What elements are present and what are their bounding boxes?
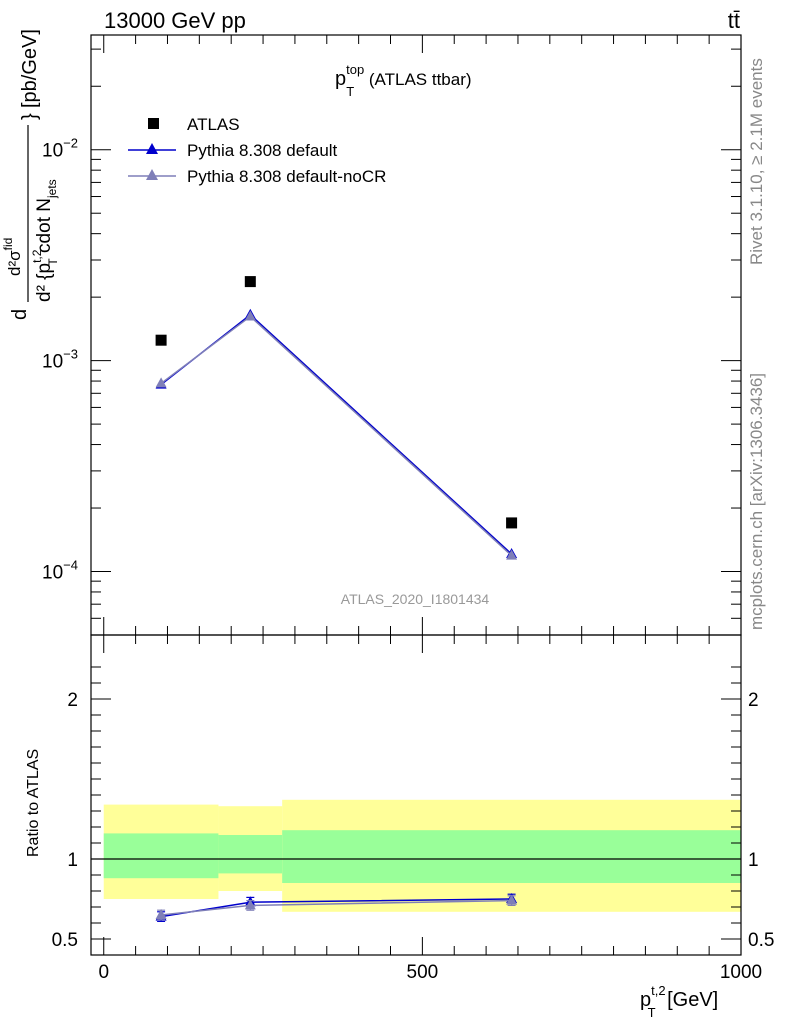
plot-title-sup: top [346, 62, 364, 77]
ratio-xtick-label: 500 [407, 962, 439, 983]
main-ytick-label: 10−3 [42, 347, 78, 373]
plot-title-main: p [335, 68, 346, 90]
ratio-series [155, 893, 518, 923]
plot-title-sub: T [346, 84, 354, 99]
legend-atlas-label: ATLAS [187, 115, 240, 134]
series-point-2 [155, 377, 167, 388]
plot-title: ptop T (ATLAS ttbar) [335, 62, 472, 99]
ratio-ytick-label-right: 0.5 [748, 930, 774, 951]
main-series [155, 276, 518, 560]
legend-nocr-marker [146, 169, 158, 180]
main-ylabel: d d²σfid d² {pt,2 T cdot Njets } [pb/GeV] [1, 29, 60, 320]
atlas-data-point [155, 334, 167, 346]
ylabel-numerator: d²σfid [1, 238, 24, 276]
ratio-panel: 0.5 0.5 1 1 2 2 0 500 1000 Ratio to ATLAS pt,2 T … [25, 634, 774, 1020]
uncertainty-band-inner [103, 833, 219, 879]
uncertainty-band-inner [218, 835, 283, 874]
uncertainty-band-inner [282, 830, 741, 883]
ratio-point-1 [155, 909, 167, 919]
ratio-ticks: 0.5 0.5 1 1 2 2 0 500 1000 [52, 635, 774, 983]
ylabel-close: } [19, 113, 41, 120]
ylabel-units: [pb/GeV] [19, 29, 41, 108]
ratio-point-1 [506, 894, 518, 905]
legend-atlas-marker [148, 118, 159, 129]
ratio-point-1 [244, 899, 256, 910]
main-ticks: 10−2 10−3 10−4 [42, 35, 742, 636]
ratio-ytick-label-left: 2 [67, 690, 78, 711]
ratio-ytick-label-left: 1 [67, 850, 78, 871]
ylabel-denominator: d² {pt,2 T cdot Njets [30, 179, 60, 302]
ratio-ytick-label-right: 2 [748, 690, 759, 711]
ratio-xlabel: pt,2 T [GeV] [640, 983, 718, 1020]
ratio-frame [90, 634, 742, 956]
ratio-xtick-label: 0 [98, 962, 109, 983]
legend-default-label: Pythia 8.308 default [187, 141, 338, 160]
ratio-ytick-label-right: 1 [748, 850, 759, 871]
legend-nocr-label: Pythia 8.308 default-noCR [187, 167, 386, 186]
ylabel-d: d [9, 309, 31, 320]
legend-default-marker [146, 143, 158, 154]
analysis-id: ATLAS_2020_I1801434 [341, 591, 490, 607]
series-line-2 [160, 315, 513, 557]
atlas-data-point [506, 517, 518, 529]
legend: ATLAS Pythia 8.308 default Pythia 8.308 … [128, 115, 386, 186]
rivet-label: Rivet 3.1.10, ≥ 2.1M events [747, 58, 766, 265]
main-panel: 10−2 10−3 10−4 ptop T (ATLAS ttbar) ATLAS P… [1, 29, 742, 636]
process-label: tt̄ [728, 8, 740, 33]
ratio-xtick-label: 1000 [720, 962, 762, 983]
plot-title-suffix: (ATLAS ttbar) [364, 70, 471, 89]
mcplots-label: mcplots.cern.ch [arXiv:1306.3436] [747, 373, 766, 630]
atlas-data-point [244, 276, 256, 288]
ratio-ylabel: Ratio to ATLAS [25, 749, 42, 857]
series-line-1 [160, 313, 513, 555]
ratio-bands [91, 799, 741, 912]
series-point-2 [244, 310, 256, 321]
energy-label: 13000 GeV pp [104, 8, 246, 33]
ratio-ytick-label-left: 0.5 [52, 930, 78, 951]
main-ytick-label: 10−2 [42, 136, 78, 162]
main-ytick-label: 10−4 [42, 558, 78, 584]
series-point-2 [506, 549, 518, 560]
